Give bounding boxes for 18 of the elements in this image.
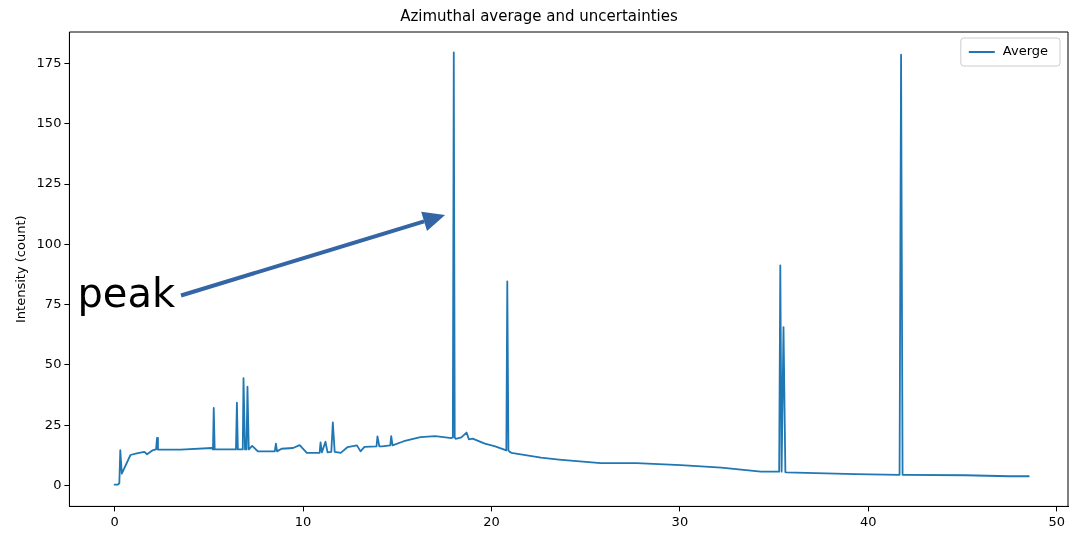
y-tick-label: 100 bbox=[36, 235, 62, 251]
chart-title: Azimuthal average and uncertainties bbox=[400, 6, 678, 25]
annotation: peak bbox=[77, 270, 176, 317]
x-tick-label: 10 bbox=[294, 513, 312, 529]
x-tick-label: 50 bbox=[1048, 513, 1065, 529]
y-tick-label: 150 bbox=[36, 115, 62, 131]
y-tick-label: 0 bbox=[53, 477, 62, 493]
y-tick-label: 25 bbox=[44, 416, 62, 432]
x-tick-label: 40 bbox=[860, 513, 877, 529]
x-tick-label: 30 bbox=[671, 513, 689, 529]
x-tick-label: 0 bbox=[110, 513, 119, 529]
y-tick-label: 75 bbox=[44, 296, 62, 312]
y-tick-label: 125 bbox=[36, 175, 62, 191]
x-tick-label: 20 bbox=[483, 513, 500, 529]
legend-label: Averge bbox=[1002, 43, 1049, 59]
y-tick-label: 50 bbox=[44, 356, 62, 372]
y-tick-label: 175 bbox=[36, 54, 62, 70]
y-axis-title: Intensity (count) bbox=[13, 215, 29, 323]
